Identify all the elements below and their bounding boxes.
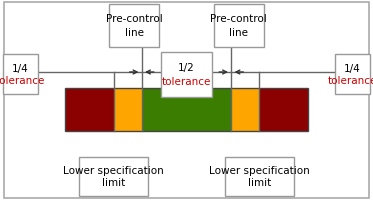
Text: tolerance: tolerance — [0, 76, 45, 86]
Bar — [225, 156, 294, 196]
Text: Pre-control: Pre-control — [106, 14, 163, 24]
Bar — [109, 3, 159, 46]
Text: 1/2: 1/2 — [178, 63, 195, 73]
Bar — [3, 54, 38, 94]
Bar — [65, 88, 308, 131]
Bar — [114, 88, 142, 131]
Text: Lower specification: Lower specification — [63, 166, 164, 176]
Text: limit: limit — [248, 178, 271, 188]
Bar — [335, 54, 370, 94]
Text: tolerance: tolerance — [162, 77, 211, 87]
Text: 1/4: 1/4 — [344, 64, 361, 74]
Bar — [213, 3, 264, 46]
Text: 1/4: 1/4 — [12, 64, 29, 74]
Bar — [231, 88, 259, 131]
Text: line: line — [229, 28, 248, 38]
Text: limit: limit — [102, 178, 125, 188]
Text: line: line — [125, 28, 144, 38]
Text: tolerance: tolerance — [328, 76, 373, 86]
Bar — [161, 52, 212, 97]
Text: Lower specification: Lower specification — [209, 166, 310, 176]
Bar — [259, 88, 308, 131]
Bar — [142, 88, 231, 131]
Bar — [79, 156, 148, 196]
Bar — [65, 88, 114, 131]
Text: Pre-control: Pre-control — [210, 14, 267, 24]
